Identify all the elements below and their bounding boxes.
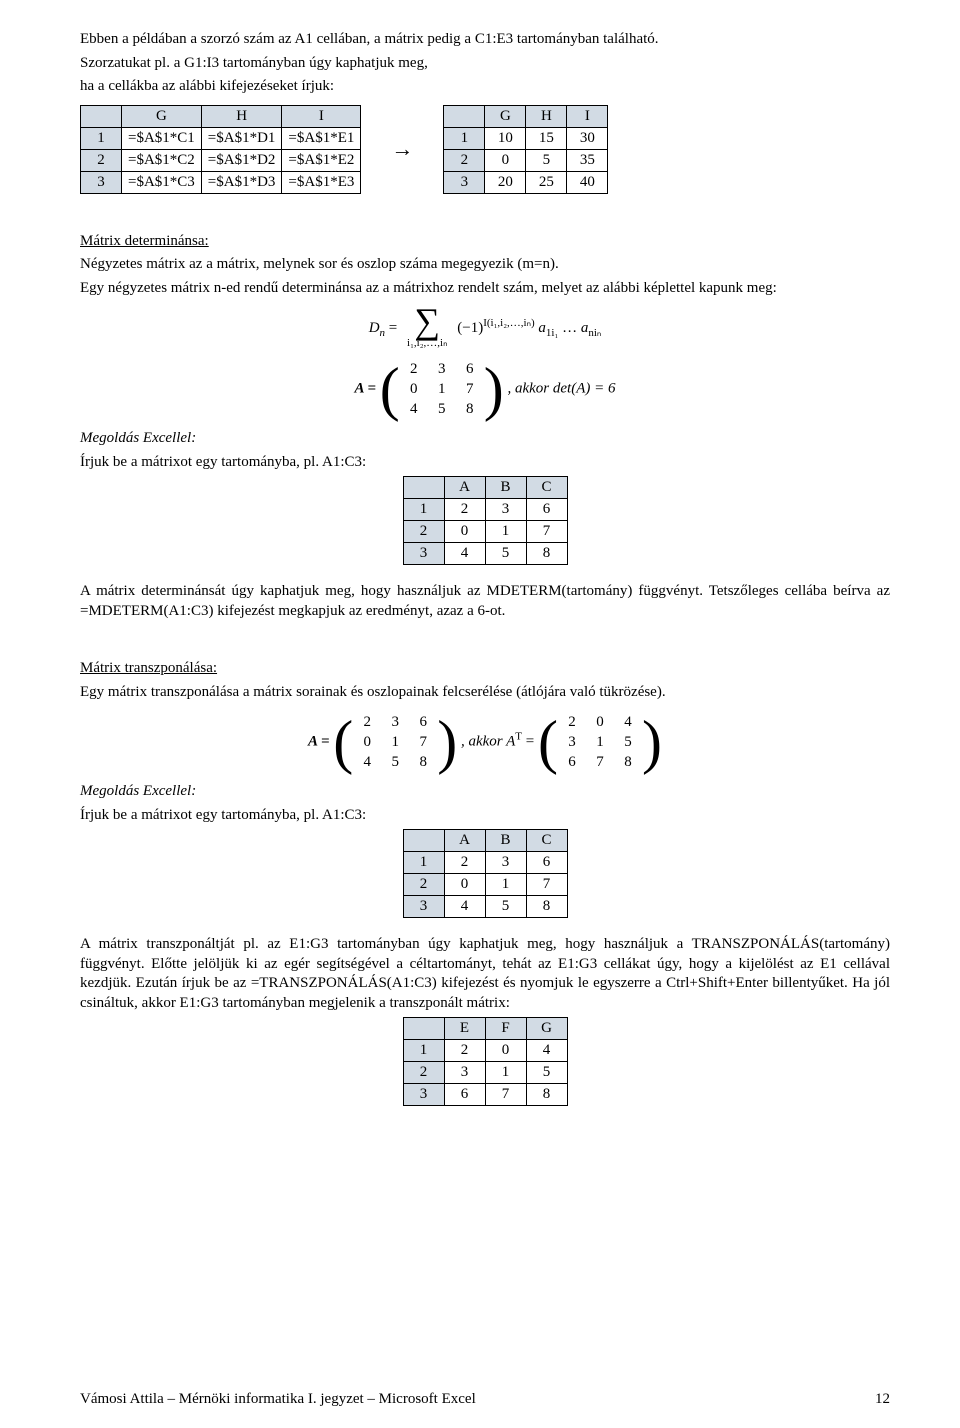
trans-p1: Egy mátrix transzponálása a mátrix sorai… bbox=[80, 683, 890, 703]
det-p2: Egy négyzetes mátrix n-ed rendű determin… bbox=[80, 279, 890, 299]
writein-1: Írjuk be a mátrixot egy tartományba, pl.… bbox=[80, 453, 890, 473]
page-footer: Vámosi Attila – Mérnöki informatika I. j… bbox=[80, 1391, 890, 1408]
det-heading: Mátrix determinánsa: bbox=[80, 233, 209, 249]
writein-2: Írjuk be a mátrixot egy tartományba, pl.… bbox=[80, 806, 890, 826]
footer-left: Vámosi Attila – Mérnöki informatika I. j… bbox=[80, 1391, 476, 1408]
matrix-a-det: A = ( 236017458 ) , akkor det(A) = 6 bbox=[80, 359, 890, 419]
det-expl: A mátrix determinánsát úgy kaphatjuk meg… bbox=[80, 582, 890, 621]
table-d: ABC123620173458 bbox=[403, 829, 568, 918]
table-result: GHI1101530205353202540 bbox=[443, 105, 608, 194]
matrix-transpose: A = ( 236017458 ) , akkor AT = ( 2043156… bbox=[80, 712, 890, 772]
det-formula: Dn = ∑ i₁,i₂,…,iₙ (−1)I(i₁,i₂,…,iₙ) a1i₁… bbox=[80, 308, 890, 349]
table-c: ABC123620173458 bbox=[403, 476, 568, 565]
intro-p2: Szorzatukat pl. a G1:I3 tartományban úgy… bbox=[80, 54, 890, 74]
tables-row-1: GHI1=$A$1*C1=$A$1*D1=$A$1*E12=$A$1*C2=$A… bbox=[80, 101, 890, 198]
solve-excel-2: Megoldás Excellel: bbox=[80, 782, 890, 802]
intro-p1: Ebben a példában a szorzó szám az A1 cel… bbox=[80, 30, 890, 50]
solve-excel-1: Megoldás Excellel: bbox=[80, 429, 890, 449]
intro-p3: ha a cellákba az alábbi kifejezéseket ír… bbox=[80, 77, 890, 97]
arrow-icon: → bbox=[391, 136, 413, 162]
footer-right: 12 bbox=[875, 1391, 890, 1408]
trans-expl: A mátrix transzponáltját pl. az E1:G3 ta… bbox=[80, 935, 890, 1013]
table-formulas: GHI1=$A$1*C1=$A$1*D1=$A$1*E12=$A$1*C2=$A… bbox=[80, 105, 361, 194]
trans-heading: Mátrix transzponálása: bbox=[80, 660, 217, 676]
table-e: EFG120423153678 bbox=[403, 1017, 568, 1106]
det-p1: Négyzetes mátrix az a mátrix, melynek so… bbox=[80, 255, 890, 275]
